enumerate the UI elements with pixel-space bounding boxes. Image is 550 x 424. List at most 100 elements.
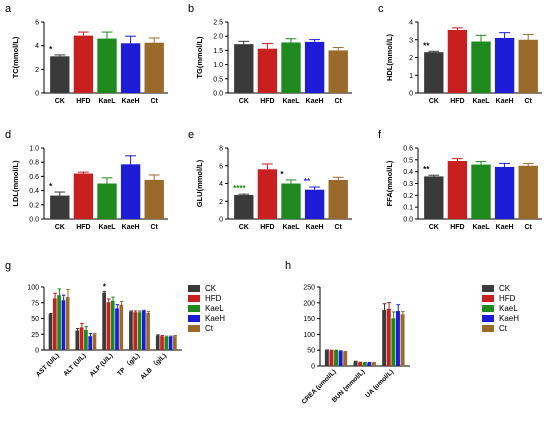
bar-hfd [52, 298, 57, 350]
y-tick-label: 1.5 [213, 48, 223, 55]
bar-ck [48, 314, 53, 350]
y-tick-label: 4 [219, 181, 223, 188]
y-tick-label: 150 [303, 316, 315, 323]
bar-hfd [73, 35, 94, 93]
bar-ck [129, 311, 133, 350]
bar-kaeh [120, 164, 141, 219]
y-tick-label: 4 [409, 20, 413, 27]
y-tick-label: 2.0 [213, 34, 223, 41]
y-tick-label: 8 [219, 146, 223, 153]
legend-swatch-ct [188, 325, 200, 332]
bar-hfd [329, 350, 334, 366]
bar-kael [281, 42, 301, 93]
y-tick-label: 0.3 [403, 181, 413, 188]
legend-label: HFD [499, 294, 516, 303]
y-tick-label: 3 [409, 37, 413, 44]
panel-b: 0.0 0.5 1.0 1.5 2.0 2.5 TG(mmol/L) b CK HFD KaeL Ka… [188, 3, 352, 105]
legend-swatch-ct [482, 325, 494, 332]
bar-ck [424, 52, 444, 93]
y-tick-label: 0.6 [403, 146, 413, 153]
legend-label: KaeH [205, 314, 225, 323]
panel-c: 0 1 2 3 4 HDL(mmol/L) c CK ** HFD KaeL KaeH Ct [378, 3, 542, 105]
x-tick-label: ALT (U/L) [62, 352, 87, 377]
y-tick-label: 0.5 [213, 76, 223, 83]
panel-label: b [188, 3, 194, 15]
y-axis-label: GLU(mmol/L) [195, 159, 204, 207]
y-tick-label: 6 [219, 163, 223, 170]
y-tick-label: 4 [35, 43, 39, 50]
legend-swatch-kael [188, 305, 200, 312]
legend-label: HFD [205, 294, 222, 303]
bar-ck [353, 361, 358, 366]
y-tick-label: 0.2 [29, 202, 39, 209]
bar-kael [110, 300, 115, 350]
x-tick-label: HFD [450, 224, 464, 231]
x-tick-label: Ct [151, 224, 159, 231]
bar-hfd [79, 327, 84, 350]
bar-ck [50, 56, 70, 93]
bar-ct [144, 179, 164, 219]
y-tick-label: 6 [35, 20, 39, 27]
y-tick-label: 0 [35, 348, 39, 355]
panel-a: 0 2 4 6 TC(mmol/L) a CK * HFD KaeL KaeH Ct [5, 3, 168, 105]
bar-hfd [386, 308, 391, 366]
y-axis-label: FFA(mmol/L) [385, 160, 394, 206]
bar-kael [471, 164, 491, 219]
x-tick-label: Ct [335, 224, 343, 231]
y-tick-label: 200 [303, 300, 315, 307]
x-tick-label: CK [239, 98, 249, 105]
y-tick-label: 0 [311, 364, 315, 371]
y-tick-label: 0.4 [29, 188, 39, 195]
x-tick-label: CK [429, 98, 439, 105]
bar-kael [137, 312, 142, 350]
legend-label: CK [205, 284, 217, 293]
bar-kaeh [88, 336, 93, 350]
significance-label: ** [304, 177, 311, 186]
bar-ct [144, 42, 164, 93]
panel-d: 0.0 0.2 0.4 0.6 0.8 1.0 LDL(mmol/L) d CK * HFD KaeL… [5, 129, 168, 231]
y-tick-label: 1 [409, 73, 413, 80]
y-tick-label: 0.0 [213, 91, 223, 98]
bar-kael [57, 295, 61, 350]
significance-label: **** [233, 184, 246, 193]
bar-ct [328, 50, 348, 93]
x-tick-label: KaeH [306, 224, 324, 231]
y-tick-label: 250 [303, 285, 315, 292]
x-tick-label: HFD [260, 224, 274, 231]
y-tick-label: 0 [219, 217, 223, 224]
y-tick-label: 0.4 [403, 169, 413, 176]
y-tick-label: 50 [31, 316, 39, 323]
panel-label: g [5, 260, 11, 272]
bar-hfd [447, 161, 468, 219]
legend-label: KaeH [499, 314, 519, 323]
legend-label: Ct [205, 324, 214, 333]
legend-label: KaeL [499, 304, 518, 313]
bar-kael [84, 329, 88, 350]
y-tick-label: 100 [27, 285, 39, 292]
x-tick-label: KaeL [282, 224, 300, 231]
bar-kael [362, 362, 367, 366]
x-tick-label: KaeL [98, 224, 116, 231]
x-tick-label: ALB （g/L) [139, 352, 168, 381]
legend-label: CK [499, 284, 511, 293]
y-tick-label: 0.5 [403, 157, 413, 164]
y-axis-label: TC(mmol/L) [11, 36, 20, 78]
bar-ct [400, 314, 405, 366]
bar-ct [92, 334, 97, 350]
bar-ck [324, 350, 329, 366]
y-tick-label: 0.6 [29, 174, 39, 181]
x-tick-label: KaeH [496, 224, 514, 231]
significance-label: * [280, 170, 284, 179]
x-tick-label: AST (U/L) [35, 352, 61, 378]
bar-hfd [133, 312, 138, 350]
x-tick-label: KaeL [472, 98, 490, 105]
bar-ck [102, 292, 106, 350]
y-tick-label: 2 [35, 67, 39, 74]
y-tick-label: 50 [307, 348, 315, 355]
bar-hfd [106, 302, 111, 350]
bar-ct [146, 312, 150, 350]
legend-swatch-kaeh [482, 315, 494, 322]
bar-ck [424, 176, 444, 219]
x-tick-label: KaeH [496, 98, 514, 105]
legend-swatch-ck [482, 285, 494, 292]
